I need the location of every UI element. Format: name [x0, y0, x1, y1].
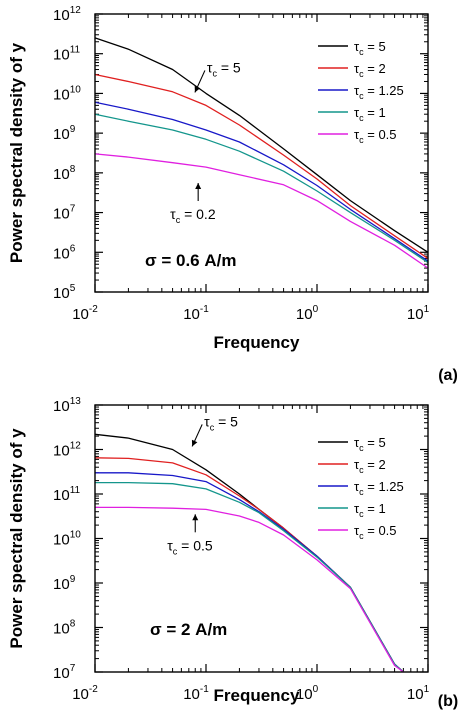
annotation-label: τc = 5 — [204, 413, 238, 432]
series-line-4 — [94, 153, 429, 269]
y-tick-label: 1010 — [53, 530, 81, 549]
annotation: τc = 5 — [194, 59, 241, 93]
legend-entry: τc = 2 — [354, 61, 386, 79]
legend-entry: τc = 0.5 — [354, 127, 397, 145]
panel-a: 10-2 10-1 100 101 105 106 107 108 109 1010 1011 101… — [7, 5, 458, 384]
series-line-4 — [95, 506, 404, 673]
x-tick-label: 100 — [296, 684, 319, 703]
legend-entry: τc = 5 — [354, 435, 386, 453]
y-axis-label: Power spectral density of y — [7, 42, 26, 263]
annotation-arrowhead — [192, 514, 199, 521]
plot-frame — [94, 404, 429, 673]
series-line-1 — [94, 73, 429, 259]
annotation-arrowhead — [191, 439, 198, 447]
x-axis-label: Frequency — [214, 333, 301, 352]
y-tick-label: 106 — [53, 243, 76, 262]
y-tick-label: 1011 — [53, 485, 81, 504]
annotation-label: τc = 0.2 — [170, 206, 216, 225]
y-tick-label: 109 — [53, 124, 76, 143]
x-tick-label: 10-1 — [183, 304, 209, 323]
legend-entry: τc = 1 — [354, 501, 386, 519]
y-tick-label: 108 — [53, 164, 76, 183]
y-tick-label: 1010 — [53, 84, 81, 103]
legend-entry: τc = 1.25 — [354, 479, 404, 497]
y-tick-label: 107 — [53, 663, 76, 682]
y-tick-label: 108 — [53, 619, 76, 638]
parameter-label: σ = 0.6 A/m — [145, 251, 236, 270]
annotation-label: τc = 5 — [207, 59, 241, 78]
y-tick-label: 107 — [53, 204, 76, 223]
legend-entry: τc = 1 — [354, 105, 386, 123]
x-tick-label: 10-2 — [72, 684, 98, 703]
series-line-3 — [94, 113, 429, 264]
annotation: τc = 0.5 — [167, 514, 213, 556]
x-tick-label: 10-1 — [183, 684, 209, 703]
y-tick-label: 105 — [53, 283, 76, 302]
y-tick-label: 1012 — [53, 5, 81, 24]
plot-frame — [94, 13, 429, 293]
y-axis-label: Power spectral density of y — [7, 428, 26, 649]
parameter-label: σ = 2 A/m — [150, 620, 227, 639]
x-tick-label: 10-2 — [72, 304, 98, 323]
y-tick-label: 109 — [53, 574, 76, 593]
annotation-arrowhead — [195, 183, 202, 190]
panel-tag: (b) — [438, 693, 458, 710]
legend-entry: τc = 0.5 — [354, 523, 397, 541]
y-tick-label: 1012 — [53, 441, 81, 460]
legend-entry: τc = 5 — [354, 39, 386, 57]
y-tick-label: 1013 — [53, 396, 81, 415]
x-tick-label: 101 — [407, 304, 430, 323]
legend-entry: τc = 1.25 — [354, 83, 404, 101]
x-tick-label: 100 — [296, 304, 319, 323]
annotation-label: τc = 0.5 — [167, 537, 213, 556]
panel-b: 10-2 10-1 100 101 107 108 109 1010 1011 1012 1013 τ… — [7, 396, 458, 710]
panel-tag: (a) — [438, 367, 458, 384]
series-line-0 — [94, 37, 429, 253]
series-line-2 — [94, 101, 429, 262]
legend-entry: τc = 2 — [354, 457, 386, 475]
annotation: τc = 5 — [191, 413, 238, 447]
y-tick-label: 1011 — [53, 45, 81, 64]
x-axis-label: Frequency — [214, 686, 301, 705]
annotation: τc = 0.2 — [170, 183, 216, 225]
x-tick-label: 101 — [407, 684, 430, 703]
annotation-arrowhead — [194, 85, 201, 93]
